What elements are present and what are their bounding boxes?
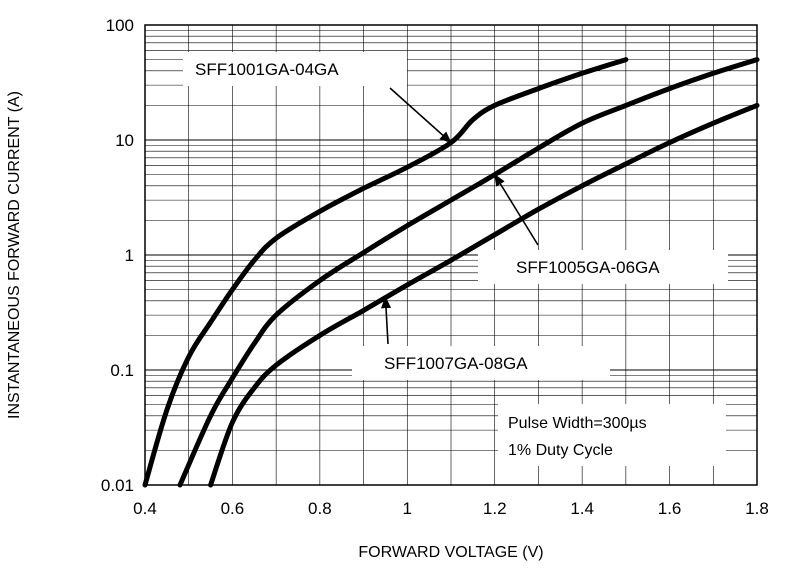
annotation-arrow xyxy=(494,173,539,246)
x-axis-label: FORWARD VOLTAGE (V) xyxy=(358,544,543,561)
note-background xyxy=(498,404,726,466)
plot-frame xyxy=(144,24,758,486)
label-background xyxy=(478,250,728,284)
series-sff1001ga-04ga-line xyxy=(142,57,629,488)
x-tick-label: 1.4 xyxy=(570,499,594,518)
series-sff1007ga-08ga-line xyxy=(208,102,760,488)
series-sff1005ga-06ga-line xyxy=(177,57,760,488)
x-tick-label: 0.8 xyxy=(308,499,332,518)
x-tick-label: 1.2 xyxy=(483,499,507,518)
annotation-arrow xyxy=(381,296,392,345)
label-background xyxy=(183,52,407,86)
note-duty-cycle: 1% Duty Cycle xyxy=(508,442,613,459)
label-sff1007ga-08ga: SFF1007GA-08GA xyxy=(384,354,528,373)
y-tick-label: 1 xyxy=(125,246,134,265)
label-sff1005ga-06ga: SFF1005GA-06GA xyxy=(516,258,660,277)
x-tick-label: 0.6 xyxy=(221,499,245,518)
y-tick-label: 10 xyxy=(115,131,134,150)
x-tick-label: 1.6 xyxy=(658,499,682,518)
x-tick-label: 1 xyxy=(403,499,412,518)
label-sff1001ga-04ga: SFF1001GA-04GA xyxy=(195,60,339,79)
y-axis-label: INSTANTANEOUS FORWARD CURRENT (A) xyxy=(6,91,23,419)
y-tick-label: 0.1 xyxy=(110,361,134,380)
y-tick-label: 100 xyxy=(106,16,134,35)
y-tick-label: 0.01 xyxy=(101,476,134,495)
annotation-arrow xyxy=(389,87,452,144)
note-pulse-width: Pulse Width=300µs xyxy=(508,415,647,432)
x-tick-label: 1.8 xyxy=(745,499,769,518)
label-background xyxy=(352,346,610,380)
x-tick-label: 0.4 xyxy=(133,499,157,518)
